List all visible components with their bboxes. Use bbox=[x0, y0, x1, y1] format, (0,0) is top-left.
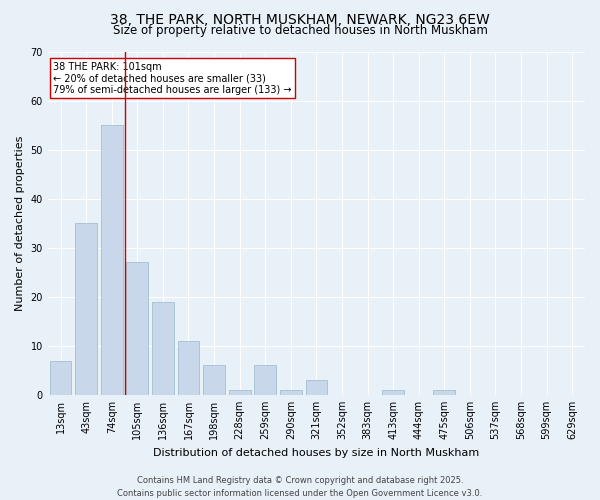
Text: 38 THE PARK: 101sqm
← 20% of detached houses are smaller (33)
79% of semi-detach: 38 THE PARK: 101sqm ← 20% of detached ho… bbox=[53, 62, 292, 95]
Bar bbox=[127, 262, 148, 395]
Bar bbox=[305, 380, 327, 395]
Y-axis label: Number of detached properties: Number of detached properties bbox=[15, 136, 25, 311]
Text: 38, THE PARK, NORTH MUSKHAM, NEWARK, NG23 6EW: 38, THE PARK, NORTH MUSKHAM, NEWARK, NG2… bbox=[110, 12, 490, 26]
X-axis label: Distribution of detached houses by size in North Muskham: Distribution of detached houses by size … bbox=[153, 448, 479, 458]
Bar bbox=[75, 223, 97, 395]
Bar bbox=[178, 341, 199, 395]
Bar bbox=[152, 302, 174, 395]
Bar bbox=[229, 390, 251, 395]
Bar bbox=[203, 366, 225, 395]
Bar bbox=[101, 125, 122, 395]
Text: Contains HM Land Registry data © Crown copyright and database right 2025.
Contai: Contains HM Land Registry data © Crown c… bbox=[118, 476, 482, 498]
Bar bbox=[50, 360, 71, 395]
Bar bbox=[280, 390, 302, 395]
Text: Size of property relative to detached houses in North Muskham: Size of property relative to detached ho… bbox=[113, 24, 487, 37]
Bar bbox=[433, 390, 455, 395]
Bar bbox=[254, 366, 276, 395]
Bar bbox=[382, 390, 404, 395]
